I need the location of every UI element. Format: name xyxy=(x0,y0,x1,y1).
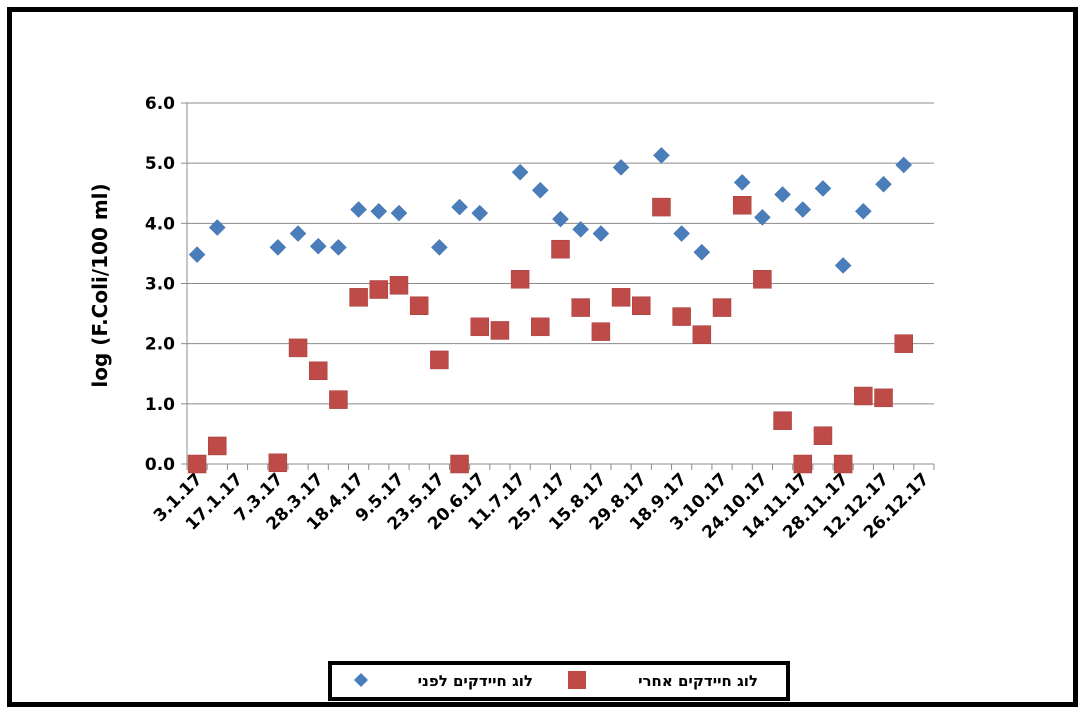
legend-swatch-after xyxy=(568,671,586,689)
legend-label-before: לוג חיידקים לפני xyxy=(418,672,533,690)
data-point-before xyxy=(673,225,690,242)
x-tick-labels: 3.1.1717.1.177.3.1728.3.1718.4.179.5.172… xyxy=(150,469,934,542)
data-point-after xyxy=(773,411,792,430)
data-point-before xyxy=(390,204,408,222)
y-tick-label: 1.0 xyxy=(145,395,175,415)
y-tick-label: 5.0 xyxy=(145,154,175,174)
data-point-before xyxy=(754,208,771,226)
data-point-before xyxy=(370,202,388,220)
data-point-after xyxy=(571,298,590,317)
data-point-after xyxy=(470,317,489,337)
data-point-after xyxy=(692,325,712,344)
data-point-after xyxy=(409,296,429,316)
series-before xyxy=(188,146,913,274)
data-point-after xyxy=(591,322,611,341)
data-point-before xyxy=(592,225,610,242)
legend-box xyxy=(328,661,790,701)
data-point-before xyxy=(350,201,367,218)
data-point-before xyxy=(854,202,872,220)
y-tick-label: 4.0 xyxy=(145,214,175,234)
data-point-after xyxy=(793,454,813,474)
data-point-after xyxy=(854,386,873,406)
data-point-after xyxy=(632,296,651,316)
data-point-after xyxy=(490,321,510,340)
data-point-after xyxy=(753,270,772,289)
data-point-before xyxy=(309,237,327,255)
data-point-before xyxy=(552,210,569,228)
legend-label-after: לוג חיידקים אחרי xyxy=(638,672,758,690)
data-point-before xyxy=(531,181,549,199)
data-point-before xyxy=(188,246,206,263)
data-point-after xyxy=(308,361,328,380)
data-point-after xyxy=(208,436,227,456)
data-point-before xyxy=(572,220,590,238)
data-point-before xyxy=(895,156,913,174)
data-point-before xyxy=(471,204,489,222)
data-point-before xyxy=(774,186,791,203)
data-point-after xyxy=(672,307,691,326)
y-tick-labels: 0.0 1.0 2.0 3.0 4.0 5.0 6.0 xyxy=(145,94,175,475)
data-point-after xyxy=(268,453,288,473)
data-point-before xyxy=(330,239,347,256)
legend-swatch-before xyxy=(354,673,368,687)
data-point-after xyxy=(732,196,752,215)
data-point-after xyxy=(874,388,893,408)
data-point-before xyxy=(269,239,287,256)
data-point-before xyxy=(875,175,892,193)
chart-frame: 0.0 1.0 2.0 3.0 4.0 5.0 6.0 3.1.17 17.1.17 7.3.1… xyxy=(7,7,1078,707)
data-point-after xyxy=(611,288,631,307)
data-point-before xyxy=(208,219,226,236)
data-point-after xyxy=(450,454,469,474)
gridlines xyxy=(181,102,934,465)
y-tick-label: 0.0 xyxy=(145,455,175,475)
data-point-after xyxy=(329,390,348,409)
series-after xyxy=(187,196,913,474)
data-point-after xyxy=(510,270,530,289)
y-tick-label: 3.0 xyxy=(145,275,175,295)
data-point-after xyxy=(551,239,570,259)
data-point-before xyxy=(794,201,812,218)
data-point-after xyxy=(833,454,853,474)
data-point-after xyxy=(349,288,368,307)
data-point-before xyxy=(431,239,448,256)
axes xyxy=(186,103,935,470)
data-point-before xyxy=(834,257,852,274)
data-point-before xyxy=(612,159,630,176)
data-point-after xyxy=(288,338,308,358)
legend: לוג חיידקים אחרי לוג חיידקים לפני xyxy=(328,661,790,701)
data-point-before xyxy=(289,225,307,242)
data-point-after xyxy=(531,317,550,337)
data-point-before xyxy=(733,174,751,191)
y-tick-label: 6.0 xyxy=(145,94,175,114)
data-point-after xyxy=(712,298,732,317)
chart: 0.0 1.0 2.0 3.0 4.0 5.0 6.0 3.1.1717.1.177.3.1… xyxy=(88,94,935,701)
data-point-after xyxy=(389,276,409,295)
data-point-after xyxy=(369,280,389,299)
y-axis-title: log (F.Coli/100 ml) xyxy=(88,183,112,387)
data-point-before xyxy=(511,163,529,181)
data-point-before xyxy=(814,180,832,197)
data-point-before xyxy=(693,243,711,261)
data-point-before xyxy=(653,146,670,164)
data-point-after xyxy=(187,454,207,474)
data-point-before xyxy=(451,198,468,216)
data-point-after xyxy=(430,350,449,370)
data-point-after xyxy=(813,426,833,445)
data-point-after xyxy=(652,197,671,217)
data-point-after xyxy=(894,334,913,353)
y-tick-label: 2.0 xyxy=(145,335,175,355)
data-series xyxy=(187,146,913,474)
